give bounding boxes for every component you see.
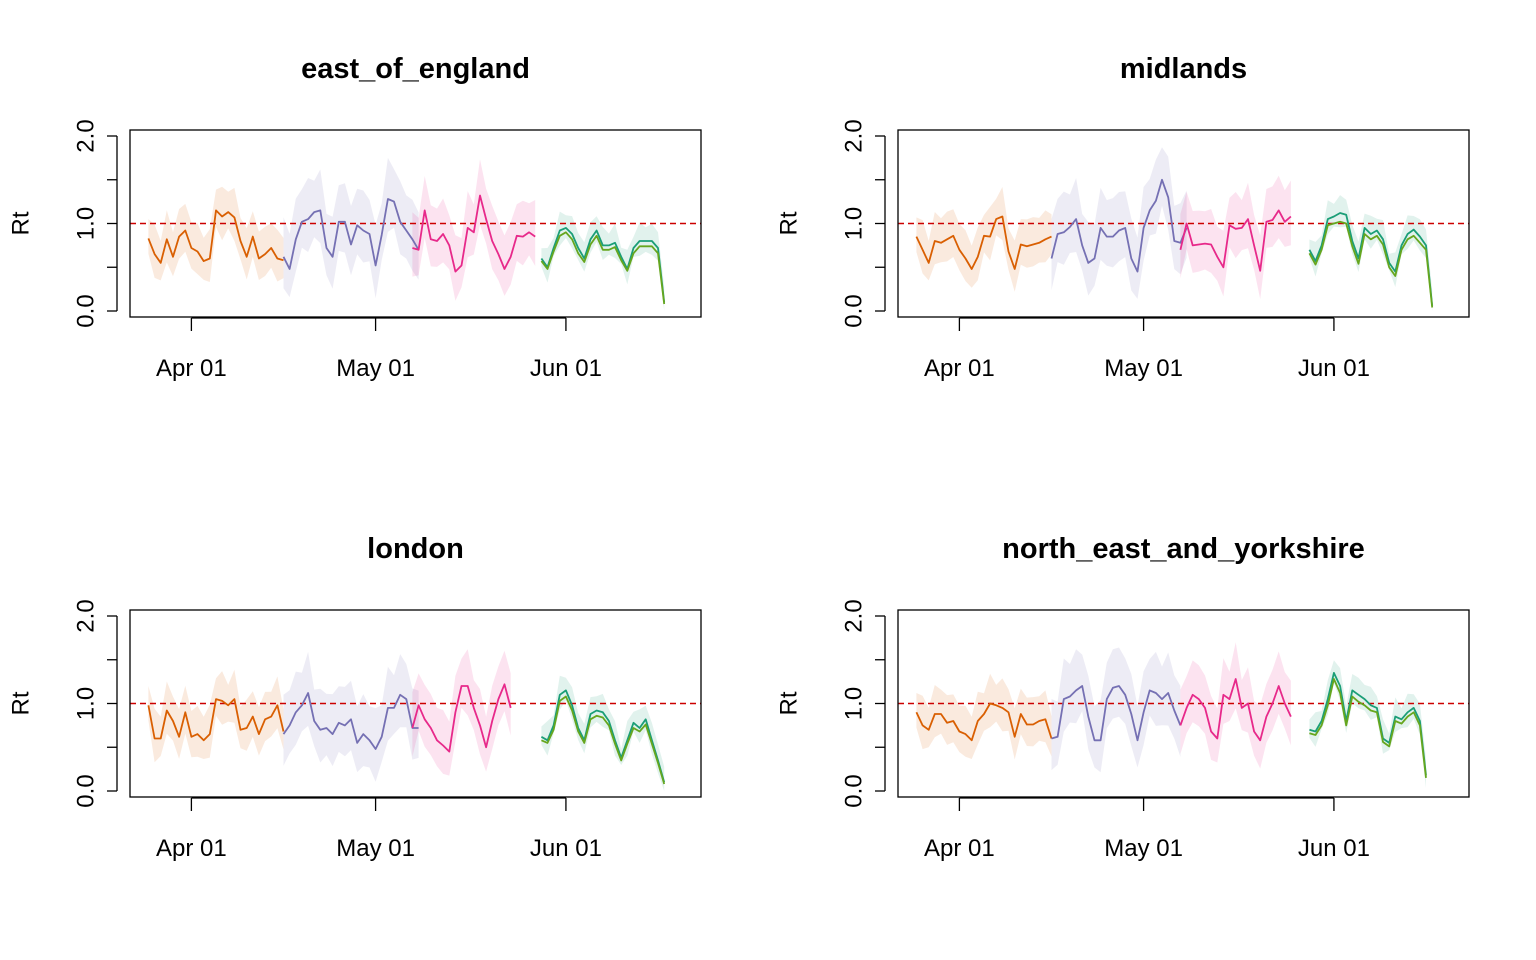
ci-band xyxy=(283,651,419,782)
ci-band xyxy=(148,186,284,282)
panel-east_of_england: east_of_england 0.0 1.0 2.0 Rt Apr 01 May 01 Ju… xyxy=(7,53,702,382)
ci-band xyxy=(1051,647,1181,773)
y-tick-label: 0.0 xyxy=(840,294,867,327)
series-line xyxy=(915,702,1053,742)
series-line xyxy=(1051,685,1182,742)
ci-band xyxy=(916,673,1052,760)
plot-frame xyxy=(897,129,1470,318)
series-line xyxy=(1308,212,1434,306)
plot-frame xyxy=(129,129,702,318)
x-tick-label: Jun 01 xyxy=(1298,835,1370,862)
panel-north_east_and_yorkshire: north_east_and_yorkshire 0.0 1.0 2.0 Rt Apr 0… xyxy=(775,533,1470,862)
x-tick-label: Apr 01 xyxy=(924,835,995,862)
panel-title: midlands xyxy=(1120,53,1247,85)
ci-band xyxy=(1180,642,1291,769)
series-line xyxy=(540,689,666,783)
ci-band xyxy=(1309,660,1426,788)
ci-band xyxy=(1309,195,1433,311)
x-tick-label: May 01 xyxy=(336,835,415,862)
y-axis-label: Rt xyxy=(7,211,34,235)
x-tick-label: Apr 01 xyxy=(156,355,227,382)
series-line xyxy=(1050,178,1188,273)
y-tick-label: 1.0 xyxy=(72,687,99,720)
panel-title: london xyxy=(367,533,464,565)
series-line xyxy=(147,698,285,742)
ci-band xyxy=(1180,175,1291,299)
ci-band xyxy=(541,675,665,791)
x-tick-label: Apr 01 xyxy=(156,835,227,862)
ci-band xyxy=(916,187,1052,292)
series-line xyxy=(411,683,512,753)
ci-band xyxy=(148,669,284,763)
y-tick-label: 1.0 xyxy=(840,207,867,240)
series-line xyxy=(1179,209,1292,272)
series-line xyxy=(1309,672,1427,776)
y-tick-label: 2.0 xyxy=(72,599,99,632)
series-line xyxy=(915,215,1052,270)
series-line xyxy=(1309,678,1427,779)
panel-title: east_of_england xyxy=(301,53,530,85)
y-tick-label: 0.0 xyxy=(72,774,99,807)
x-tick-label: May 01 xyxy=(336,355,415,382)
panel-title: north_east_and_yorkshire xyxy=(1002,533,1365,565)
x-tick-label: Jun 01 xyxy=(530,835,602,862)
series-line xyxy=(540,231,666,305)
x-tick-label: Jun 01 xyxy=(530,355,602,382)
y-tick-label: 0.0 xyxy=(840,774,867,807)
series-line xyxy=(147,209,284,264)
panel-london: london 0.0 1.0 2.0 Rt Apr 01 May 01 Jun 01 xyxy=(7,533,702,862)
y-axis-label: Rt xyxy=(775,211,802,235)
y-tick-label: 2.0 xyxy=(72,119,99,152)
x-tick-label: Jun 01 xyxy=(1298,355,1370,382)
ci-band xyxy=(283,157,419,299)
panel-midlands: midlands 0.0 1.0 2.0 Rt Apr 01 May 01 Jun 01 xyxy=(775,53,1470,382)
ci-band xyxy=(412,649,511,776)
plot-frame xyxy=(897,609,1470,798)
ci-band xyxy=(541,211,665,311)
series-line xyxy=(282,692,419,750)
series-line xyxy=(1179,678,1292,742)
plot-frame xyxy=(129,609,702,798)
x-tick-label: May 01 xyxy=(1104,355,1183,382)
y-tick-label: 2.0 xyxy=(840,119,867,152)
series-line xyxy=(282,198,420,270)
y-tick-label: 1.0 xyxy=(72,207,99,240)
series-line xyxy=(1308,220,1434,308)
y-axis-label: Rt xyxy=(7,691,34,715)
y-tick-label: 1.0 xyxy=(840,687,867,720)
y-tick-label: 2.0 xyxy=(840,599,867,632)
series-line xyxy=(540,226,666,303)
x-tick-label: May 01 xyxy=(1104,835,1183,862)
series-line xyxy=(541,695,666,785)
y-axis-label: Rt xyxy=(775,691,802,715)
x-tick-label: Apr 01 xyxy=(924,355,995,382)
y-tick-label: 0.0 xyxy=(72,294,99,327)
series-line xyxy=(412,194,536,273)
